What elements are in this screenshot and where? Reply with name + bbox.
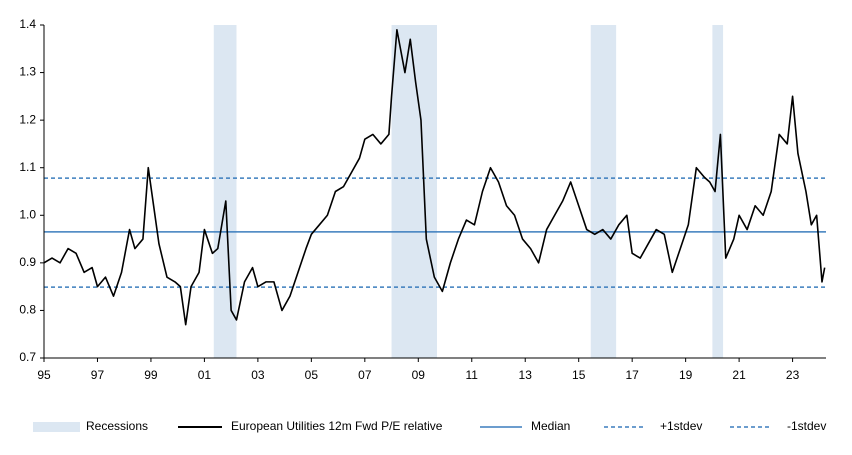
x-tick-label: 17 <box>625 368 639 382</box>
x-tick-label: 13 <box>519 368 533 382</box>
x-tick-label: 07 <box>358 368 372 382</box>
x-tick-label: 21 <box>732 368 746 382</box>
y-tick-label: 1.1 <box>19 160 36 174</box>
y-tick-label: 1.4 <box>19 17 36 31</box>
legend-label: -1stdev <box>787 419 826 433</box>
recession-band <box>590 25 617 358</box>
legend-label: Median <box>531 419 570 433</box>
y-tick-label: 0.9 <box>19 255 36 269</box>
recession-band <box>391 25 438 358</box>
x-tick-label: 99 <box>144 368 158 382</box>
x-tick-label: 95 <box>37 368 51 382</box>
y-tick-label: 1.0 <box>19 207 36 221</box>
x-tick-label: 03 <box>251 368 265 382</box>
y-tick-label: 0.8 <box>19 303 36 317</box>
data-line <box>43 28 826 326</box>
x-tick-label: 19 <box>679 368 693 382</box>
legend-label: European Utilities 12m Fwd P/E relative <box>231 419 443 433</box>
legend-swatch <box>33 422 80 432</box>
x-tick-label: 05 <box>305 368 319 382</box>
x-tick-label: 11 <box>466 368 479 382</box>
legend-label: +1stdev <box>660 419 702 433</box>
x-tick-label: 15 <box>572 368 586 382</box>
x-tick-label: 09 <box>412 368 426 382</box>
recession-band <box>213 25 237 358</box>
recession-band <box>712 25 724 358</box>
y-tick-label: 1.2 <box>19 112 36 126</box>
x-tick-label: 23 <box>786 368 800 382</box>
x-tick-label: 01 <box>198 368 212 382</box>
y-tick-label: 1.3 <box>19 65 36 79</box>
x-tick-label: 97 <box>91 368 105 382</box>
legend-label: Recessions <box>86 419 148 433</box>
y-tick-label: 0.7 <box>19 350 36 364</box>
